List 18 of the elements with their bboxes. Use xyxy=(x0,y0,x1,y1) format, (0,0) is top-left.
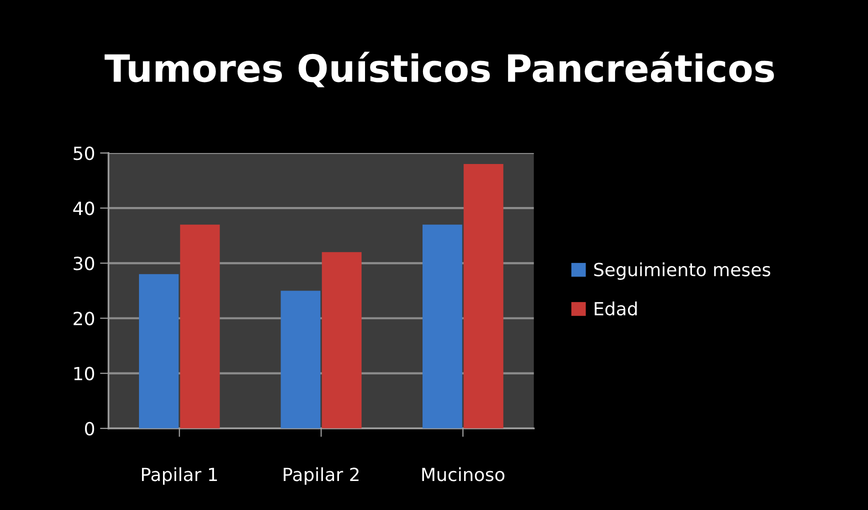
bar xyxy=(422,224,462,428)
chart-title: Tumores Quísticos Pancreáticos xyxy=(104,52,774,88)
bar xyxy=(280,290,320,428)
bar xyxy=(138,274,179,428)
x-tick-label: Papilar 2 xyxy=(284,467,359,485)
legend-label: Edad xyxy=(594,302,637,316)
x-tick-label: Papilar 1 xyxy=(142,467,217,485)
y-tick-label: 30 xyxy=(74,256,94,270)
y-tick-label: 20 xyxy=(74,312,94,326)
y-tick-label: 0 xyxy=(85,422,94,436)
bar xyxy=(322,252,362,428)
x-tick-label: Mucinoso xyxy=(422,467,504,482)
y-tick-label: 10 xyxy=(74,366,94,380)
y-tick-label: 40 xyxy=(73,202,94,216)
legend-label: Seguimiento meses xyxy=(594,262,770,280)
y-tick-label: 50 xyxy=(74,146,94,160)
bar xyxy=(464,164,504,428)
bar xyxy=(180,224,220,428)
